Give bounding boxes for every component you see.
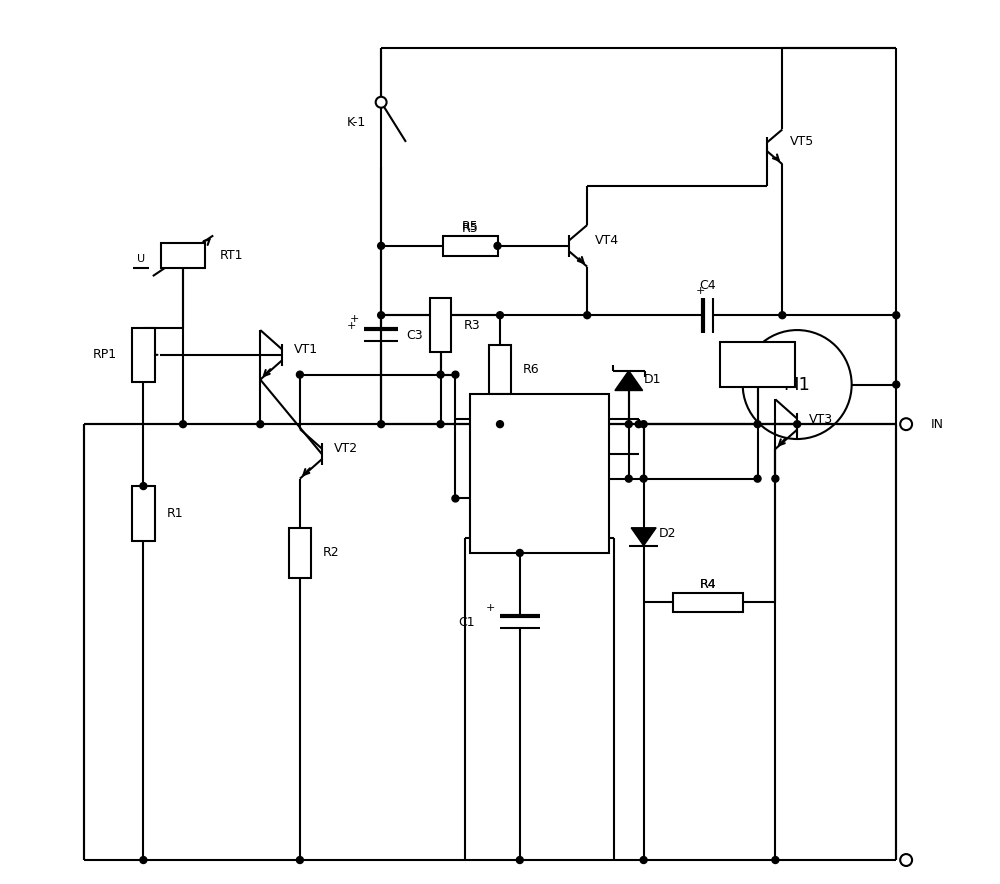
Text: +: + — [349, 314, 359, 324]
Circle shape — [437, 421, 444, 428]
Bar — [720, 342, 795, 387]
Text: R3: R3 — [463, 318, 480, 332]
Circle shape — [779, 312, 786, 318]
Circle shape — [754, 421, 761, 428]
Circle shape — [378, 312, 385, 318]
Circle shape — [516, 550, 523, 556]
Circle shape — [494, 242, 501, 249]
Bar — [132, 486, 155, 540]
Text: 5: 5 — [590, 533, 597, 543]
Text: K: K — [753, 358, 762, 372]
Circle shape — [772, 476, 779, 482]
Text: +: + — [486, 604, 495, 613]
Text: IN: IN — [931, 417, 944, 431]
Text: RP1: RP1 — [93, 348, 117, 362]
Polygon shape — [631, 528, 656, 545]
Text: RT1: RT1 — [220, 249, 244, 263]
Text: 8: 8 — [590, 404, 597, 415]
Text: C1: C1 — [459, 616, 475, 629]
Text: D2: D2 — [658, 527, 676, 539]
Bar — [161, 243, 205, 268]
Text: +: + — [695, 286, 705, 296]
Circle shape — [900, 418, 912, 431]
Text: C3: C3 — [406, 329, 423, 341]
Circle shape — [635, 421, 642, 428]
Circle shape — [378, 242, 385, 249]
Circle shape — [772, 857, 779, 864]
Text: VT2: VT2 — [334, 442, 358, 455]
Bar — [289, 528, 311, 578]
Polygon shape — [615, 370, 643, 391]
Text: K-1: K-1 — [347, 116, 366, 128]
Circle shape — [497, 421, 503, 428]
Text: R5: R5 — [462, 219, 479, 232]
Text: 1: 1 — [482, 533, 489, 543]
Text: R4: R4 — [700, 578, 716, 591]
Bar — [489, 345, 511, 394]
Circle shape — [180, 421, 186, 428]
Circle shape — [640, 421, 647, 428]
Circle shape — [625, 476, 632, 482]
Circle shape — [893, 312, 900, 318]
Text: VT4: VT4 — [595, 234, 619, 248]
Circle shape — [140, 857, 147, 864]
Text: R1: R1 — [167, 507, 184, 520]
Circle shape — [452, 495, 459, 502]
Circle shape — [794, 421, 801, 428]
Circle shape — [640, 476, 647, 482]
Circle shape — [452, 371, 459, 378]
Text: 4: 4 — [590, 444, 597, 454]
Text: R4: R4 — [700, 578, 716, 591]
Text: C4: C4 — [700, 279, 716, 293]
Circle shape — [376, 96, 387, 108]
Circle shape — [640, 857, 647, 864]
Circle shape — [754, 476, 761, 482]
Text: 2: 2 — [482, 493, 489, 504]
Text: NE555: NE555 — [519, 487, 560, 500]
Circle shape — [625, 421, 632, 428]
Circle shape — [140, 483, 147, 490]
Text: VT1: VT1 — [294, 343, 318, 356]
Bar — [443, 236, 498, 255]
Circle shape — [893, 381, 900, 388]
Circle shape — [497, 312, 503, 318]
Circle shape — [378, 421, 385, 428]
Text: +: + — [347, 321, 356, 332]
Text: U: U — [137, 254, 145, 263]
Text: D1: D1 — [644, 373, 661, 386]
Text: VT3: VT3 — [809, 413, 833, 426]
Circle shape — [257, 421, 264, 428]
Bar — [470, 394, 609, 553]
Circle shape — [437, 371, 444, 378]
Circle shape — [584, 312, 591, 318]
Text: R5: R5 — [462, 222, 479, 234]
Bar — [132, 328, 155, 382]
Text: R6: R6 — [523, 363, 539, 377]
Bar — [430, 298, 451, 353]
Circle shape — [900, 854, 912, 866]
Circle shape — [296, 371, 303, 378]
Bar — [673, 592, 743, 613]
Text: M1: M1 — [784, 376, 811, 393]
Text: 3: 3 — [590, 474, 597, 484]
Text: IC1: IC1 — [529, 453, 550, 465]
Circle shape — [516, 857, 523, 864]
Text: 6: 6 — [482, 415, 489, 424]
Text: VT5: VT5 — [790, 135, 814, 149]
Circle shape — [296, 857, 303, 864]
Text: R2: R2 — [323, 546, 339, 560]
